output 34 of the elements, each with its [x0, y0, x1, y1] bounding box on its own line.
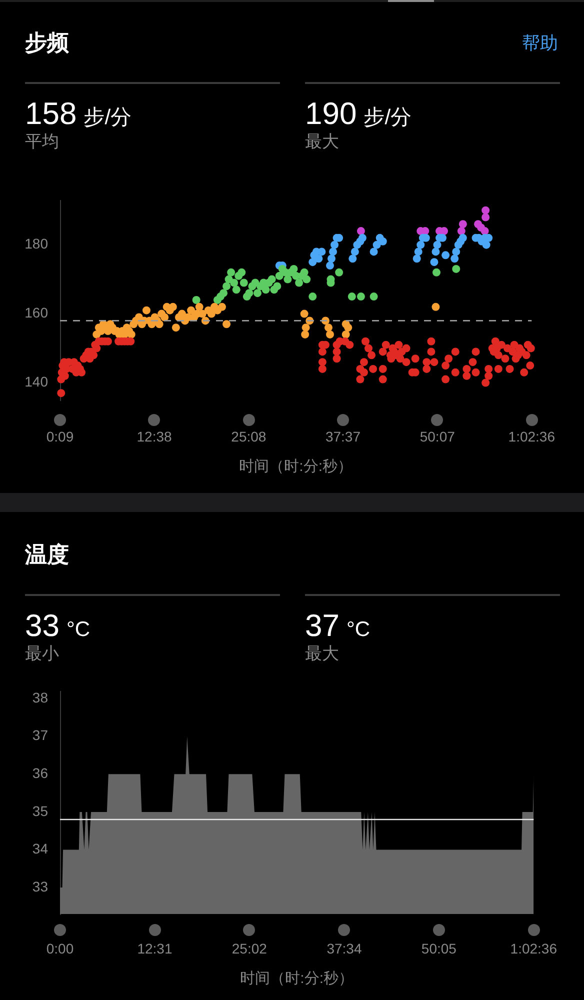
- text: 帮助: [522, 32, 558, 54]
- x-axis-title: 时间（时:分:秒）: [240, 970, 354, 988]
- text: 190 步/分: [305, 96, 412, 131]
- x-tick-label: 1:02:36: [510, 940, 558, 956]
- text: 158 步/分: [25, 96, 132, 131]
- x-tick-label: 25:02: [232, 940, 268, 956]
- x-tick-label: 1:02:36: [508, 428, 556, 444]
- y-tick-label: 180: [24, 236, 48, 252]
- chart-title: 温度: [25, 542, 69, 568]
- x-axis-title: 时间（时:分:秒）: [239, 458, 352, 476]
- text: 33 °C: [25, 608, 90, 643]
- text: 平均: [25, 131, 59, 153]
- x-tick-label: 37:34: [326, 940, 362, 956]
- y-tick-label: 33: [32, 878, 48, 894]
- x-tick-label: 0:09: [46, 428, 74, 444]
- text: 最小: [25, 643, 59, 665]
- x-tick-label: 50:07: [420, 428, 456, 444]
- x-tick-label: 12:38: [136, 428, 172, 444]
- x-tick-label: 37:37: [325, 428, 361, 444]
- y-tick-label: 160: [24, 304, 48, 321]
- chart-title: 步频: [25, 30, 69, 56]
- text: 37 °C: [305, 608, 370, 643]
- x-tick-label: 50:05: [421, 940, 457, 956]
- y-tick-label: 36: [32, 765, 48, 782]
- y-tick-label: 34: [32, 840, 48, 857]
- y-tick-label: 38: [32, 689, 48, 706]
- text: 最大: [305, 643, 339, 665]
- y-tick-label: 140: [24, 374, 48, 390]
- y-tick-label: 37: [32, 727, 48, 744]
- y-tick-label: 35: [32, 802, 48, 819]
- text: 最大: [305, 131, 339, 153]
- x-tick-label: 0:00: [46, 940, 74, 956]
- x-tick-label: 12:31: [137, 940, 172, 956]
- x-tick-label: 25:08: [231, 428, 266, 444]
